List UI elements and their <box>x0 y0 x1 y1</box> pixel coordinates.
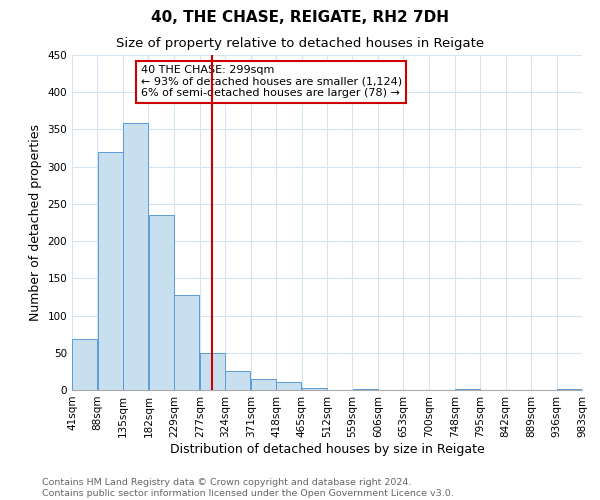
Bar <box>200 353 225 390</box>
Bar <box>277 382 301 390</box>
Bar <box>72 340 97 390</box>
Y-axis label: Number of detached properties: Number of detached properties <box>29 124 42 321</box>
Bar <box>226 372 250 390</box>
X-axis label: Distribution of detached houses by size in Reigate: Distribution of detached houses by size … <box>170 442 484 456</box>
Bar <box>302 388 327 390</box>
Bar <box>149 215 173 390</box>
Text: Size of property relative to detached houses in Reigate: Size of property relative to detached ho… <box>116 38 484 51</box>
Text: Contains HM Land Registry data © Crown copyright and database right 2024.
Contai: Contains HM Land Registry data © Crown c… <box>42 478 454 498</box>
Bar <box>174 296 199 390</box>
Text: 40, THE CHASE, REIGATE, RH2 7DH: 40, THE CHASE, REIGATE, RH2 7DH <box>151 10 449 25</box>
Bar <box>98 152 122 390</box>
Text: 40 THE CHASE: 299sqm
← 93% of detached houses are smaller (1,124)
6% of semi-det: 40 THE CHASE: 299sqm ← 93% of detached h… <box>141 65 402 98</box>
Bar <box>123 124 148 390</box>
Bar <box>251 379 276 390</box>
